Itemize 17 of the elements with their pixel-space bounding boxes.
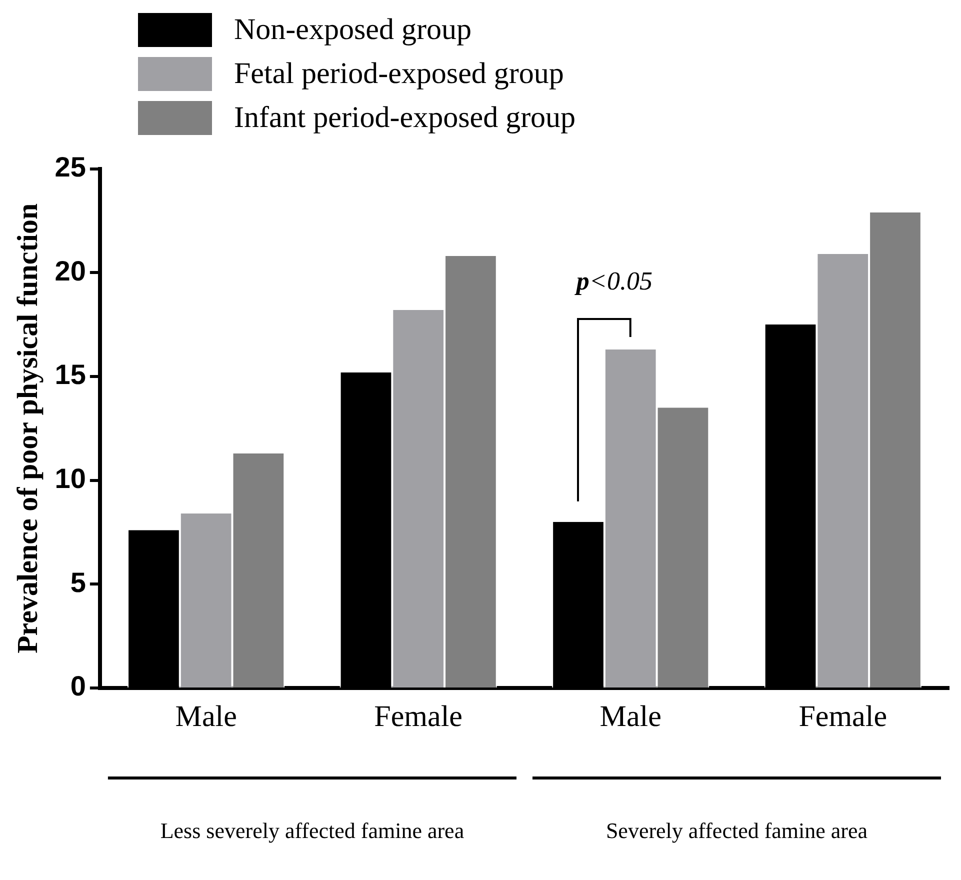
y-tick-label: 5 — [70, 566, 86, 598]
legend-label: Infant period-exposed group — [234, 101, 576, 135]
x-tick-label: Female — [374, 700, 462, 733]
y-tick-label: 15 — [54, 359, 86, 390]
y-tick-label: 20 — [54, 255, 86, 286]
text: Severely affected famine area — [606, 818, 868, 843]
x-tick-label: Male — [600, 700, 662, 733]
text: Less severely affected famine area — [160, 818, 464, 843]
legend-label: Non-exposed group — [234, 13, 472, 47]
y-axis-title: Prevalence of poor physical function — [12, 203, 44, 654]
annotation: p<0.05 — [574, 266, 652, 296]
y-tick-label: 10 — [54, 463, 86, 494]
x-tick-label: Male — [175, 700, 237, 733]
y-tick-label: 0 — [70, 670, 86, 702]
x-tick-label: Female — [798, 700, 888, 733]
y-tick-label: 25 — [54, 152, 86, 183]
legend-label: Fetal period-exposed group — [234, 57, 564, 91]
